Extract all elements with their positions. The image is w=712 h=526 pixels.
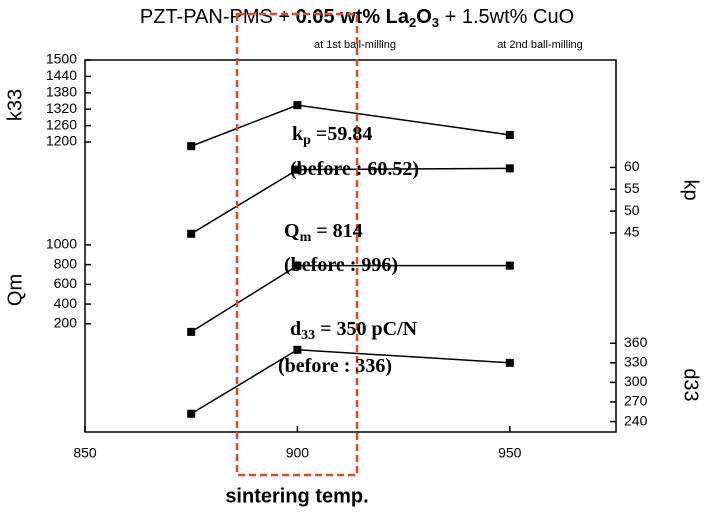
y-tick-label: 1500 bbox=[46, 51, 77, 67]
annotation-text: (before : 996) bbox=[284, 254, 398, 276]
marker bbox=[505, 358, 514, 367]
annotation: d33 = 350 pC/N bbox=[290, 318, 418, 344]
marker bbox=[293, 101, 302, 110]
highlight-box bbox=[235, 12, 359, 477]
marker bbox=[187, 229, 196, 238]
annotation-sub: p bbox=[303, 133, 311, 148]
title-part: O bbox=[416, 6, 432, 28]
y-tick-label: 200 bbox=[54, 314, 78, 330]
annotation-text: (before : 60.52) bbox=[290, 158, 419, 180]
title-part: + 1.5wt% CuO bbox=[439, 6, 574, 28]
annotation-text: d bbox=[290, 318, 301, 340]
y-tick-label: 1380 bbox=[46, 84, 77, 100]
annotation: (before : 60.52) bbox=[290, 158, 419, 180]
annotation: (before : 996) bbox=[284, 254, 398, 276]
annotation: kp =59.84 bbox=[292, 123, 372, 149]
annotation-text: = 814 bbox=[311, 220, 362, 242]
note: at 2nd ball-milling bbox=[497, 39, 583, 51]
y-axis-label: d33 bbox=[680, 368, 702, 401]
marker bbox=[505, 130, 514, 139]
y-tick-label: 55 bbox=[624, 180, 640, 196]
y-axis-label: k33 bbox=[4, 89, 26, 121]
y-tick-label: 330 bbox=[624, 354, 648, 370]
y-tick-label: 300 bbox=[624, 373, 648, 389]
marker bbox=[505, 164, 514, 173]
y-tick-label: 800 bbox=[54, 255, 78, 271]
title-part: 3 bbox=[432, 15, 439, 30]
y-tick-label: 1200 bbox=[46, 133, 77, 149]
marker bbox=[187, 409, 196, 418]
chart-title: PZT-PAN-PMS + 0.05 wt% La2O3 + 1.5wt% Cu… bbox=[140, 6, 574, 30]
annotation-sub: m bbox=[300, 230, 312, 245]
annotation: (before : 336) bbox=[278, 355, 392, 377]
title-part: 0.05 wt% La bbox=[296, 6, 410, 28]
title-part: 2 bbox=[409, 15, 416, 30]
marker bbox=[293, 165, 302, 174]
x-tick-label: 850 bbox=[73, 445, 97, 461]
annotation: Qm = 814 bbox=[284, 220, 363, 246]
y-tick-label: 1320 bbox=[46, 100, 77, 116]
y-tick-label: 1440 bbox=[46, 67, 77, 83]
y-tick-label: 1260 bbox=[46, 116, 77, 132]
x-tick-label: 950 bbox=[498, 445, 522, 461]
annotation-sub: 33 bbox=[301, 328, 315, 343]
marker bbox=[187, 327, 196, 336]
y-tick-label: 400 bbox=[54, 295, 78, 311]
marker bbox=[187, 142, 196, 151]
annotation-text: =59.84 bbox=[311, 123, 372, 145]
annotation-text: = 350 pC/N bbox=[315, 318, 418, 340]
y-tick-label: 1000 bbox=[46, 236, 77, 252]
x-axis-label: sintering temp. bbox=[225, 485, 368, 507]
y-tick-label: 50 bbox=[624, 202, 640, 218]
y-tick-label: 60 bbox=[624, 158, 640, 174]
y-axis-label: Qm bbox=[4, 274, 26, 306]
y-tick-label: 270 bbox=[624, 393, 648, 409]
annotation-text: k bbox=[292, 123, 304, 145]
annotation-text: Q bbox=[284, 220, 300, 242]
y-axis-label: kp bbox=[680, 179, 702, 200]
marker bbox=[505, 261, 514, 270]
marker bbox=[293, 261, 302, 270]
y-tick-label: 600 bbox=[54, 275, 78, 291]
y-tick-label: 240 bbox=[624, 412, 648, 428]
marker bbox=[293, 345, 302, 354]
y-tick-label: 360 bbox=[624, 334, 648, 350]
annotation-text: (before : 336) bbox=[278, 355, 392, 377]
plot-frame bbox=[84, 59, 617, 433]
y-tick-label: 45 bbox=[624, 224, 640, 240]
note: at 1st ball-milling bbox=[314, 39, 396, 51]
x-tick-label: 900 bbox=[286, 445, 310, 461]
title-part: PZT-PAN-PMS + bbox=[140, 6, 296, 28]
